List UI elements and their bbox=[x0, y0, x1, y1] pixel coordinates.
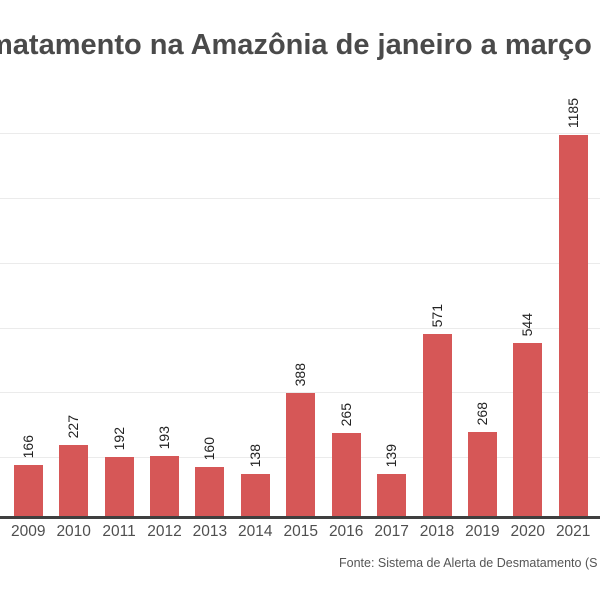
bar bbox=[377, 474, 407, 519]
bar bbox=[422, 334, 452, 519]
bar-value-label: 268 bbox=[473, 401, 490, 425]
bar-value-label: 1185 bbox=[564, 97, 581, 128]
bar-value-label: 166 bbox=[19, 434, 36, 458]
bar bbox=[331, 433, 361, 519]
bar bbox=[59, 445, 89, 519]
bar bbox=[467, 432, 497, 519]
y-gridline bbox=[0, 262, 600, 264]
x-tick-label: 2017 bbox=[374, 523, 409, 540]
x-tick-label: 2011 bbox=[102, 523, 136, 540]
x-tick-label: 2020 bbox=[510, 523, 546, 540]
bar-value-label: 265 bbox=[337, 402, 354, 426]
bar-value-label: 160 bbox=[201, 436, 218, 460]
bar bbox=[240, 474, 270, 519]
x-axis-line bbox=[0, 516, 600, 519]
x-tick-label: 2018 bbox=[419, 523, 455, 540]
bar bbox=[104, 457, 134, 519]
x-tick-label: 2015 bbox=[283, 523, 319, 540]
x-tick-label: 2014 bbox=[238, 523, 273, 540]
bar-value-label: 227 bbox=[65, 414, 82, 438]
x-tick-label: 2013 bbox=[192, 523, 228, 540]
x-tick-label: 2009 bbox=[11, 523, 46, 540]
bar bbox=[286, 393, 316, 519]
bar-value-label: 571 bbox=[428, 303, 445, 327]
y-gridline bbox=[0, 198, 600, 199]
y-gridline bbox=[0, 392, 600, 394]
bar bbox=[150, 456, 179, 519]
bar-value-label: 138 bbox=[246, 443, 263, 467]
x-tick-label: 2012 bbox=[147, 523, 182, 540]
bar-value-label: 139 bbox=[383, 443, 400, 467]
x-tick-label: 2019 bbox=[465, 523, 500, 540]
source-note: Fonte: Sistema de Alerta de Desmatamento… bbox=[339, 556, 598, 570]
bar bbox=[558, 135, 588, 519]
y-gridline bbox=[0, 133, 600, 135]
bar-value-label: 193 bbox=[156, 425, 172, 449]
bar-value-label: 192 bbox=[110, 426, 127, 450]
x-tick-label: 2010 bbox=[56, 523, 91, 540]
y-gridline bbox=[0, 327, 600, 329]
bar bbox=[13, 465, 43, 519]
x-tick-label: 2016 bbox=[328, 523, 364, 540]
bar-value-label: 544 bbox=[519, 312, 536, 336]
bar-value-label: 388 bbox=[292, 362, 309, 386]
chart-title: matamento na Amazônia de janeiro a março bbox=[0, 29, 592, 61]
bar bbox=[513, 343, 543, 519]
bar bbox=[195, 467, 225, 519]
x-tick-label: 2021 bbox=[555, 523, 591, 540]
